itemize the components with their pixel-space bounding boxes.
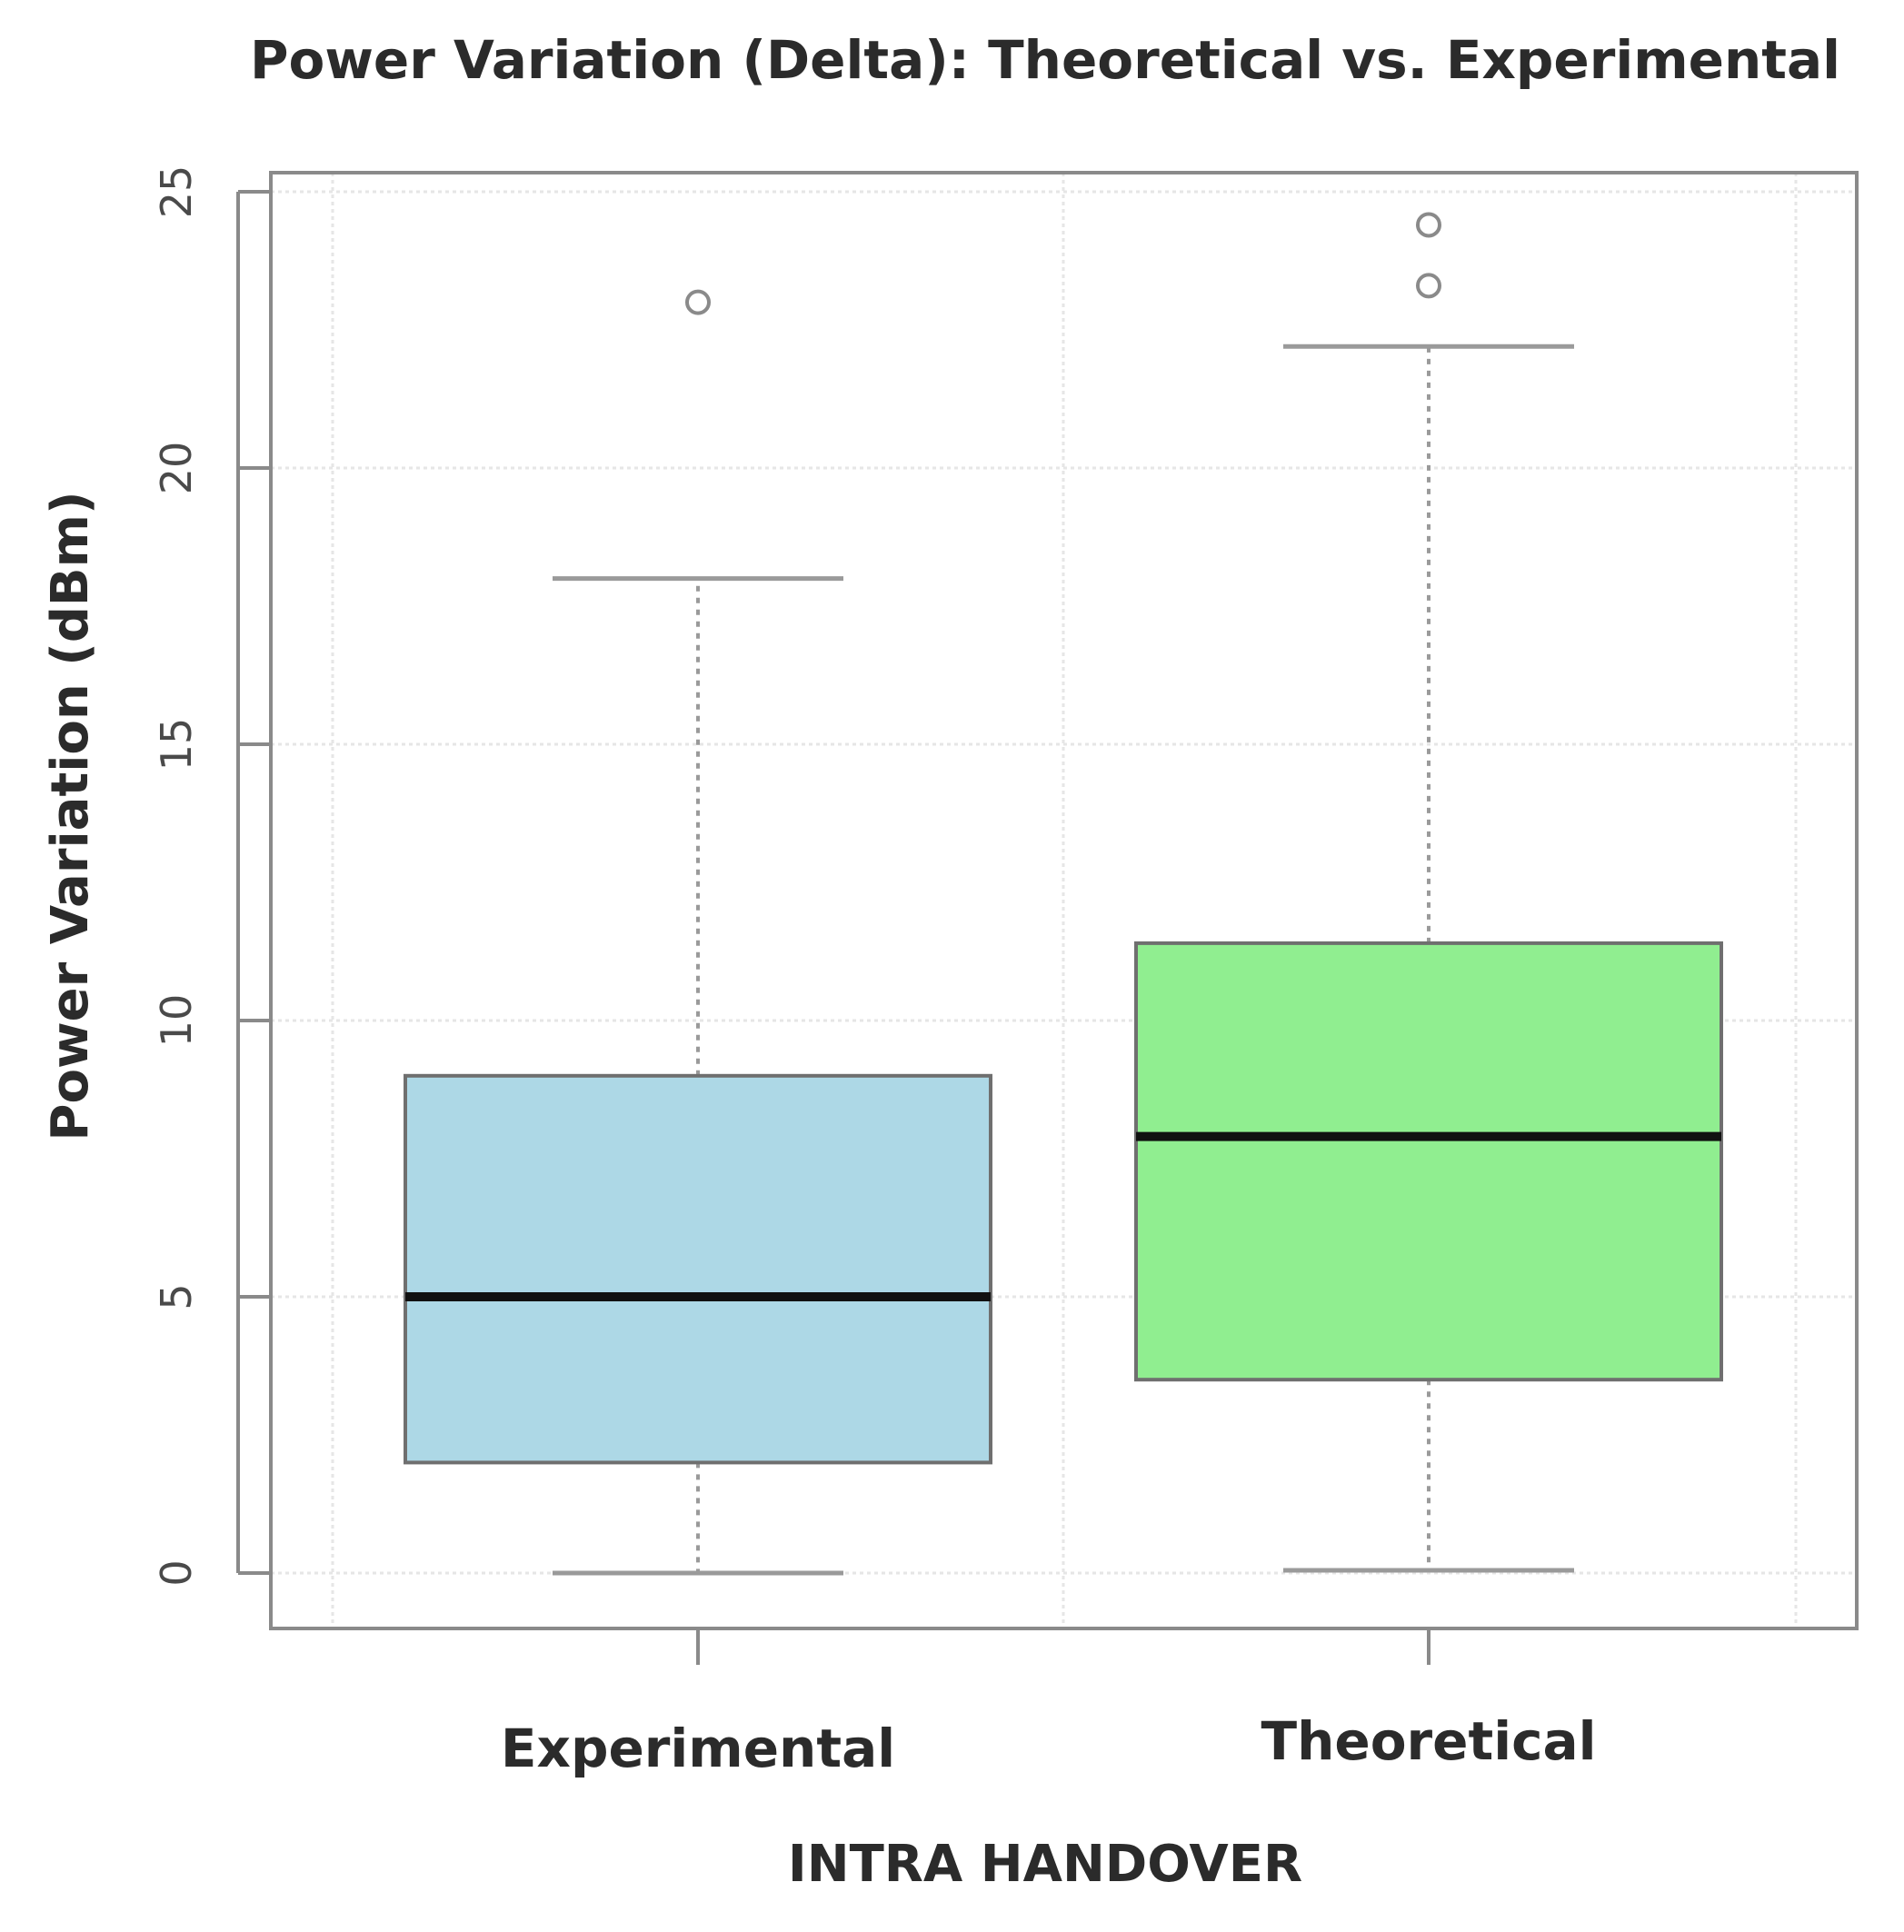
x-axis-label: INTRA HANDOVER — [788, 1835, 1302, 1894]
y-axis-label: Power Variation (dBm) — [41, 491, 100, 1140]
x-axis: Experimental Theoretical — [501, 1628, 1597, 1779]
y-tick-label: 15 — [152, 718, 201, 772]
outlier-point — [1416, 273, 1441, 299]
y-tick-label: 5 — [152, 1283, 201, 1310]
plot-frame — [269, 171, 1859, 1630]
chart-title: Power Variation (Delta): Theoretical vs.… — [250, 29, 1840, 91]
y-tick-label: 20 — [152, 442, 201, 495]
x-tick-label: Theoretical — [1261, 1710, 1597, 1772]
y-axis: 0 5 10 15 20 25 — [152, 165, 271, 1587]
outlier-point — [1416, 212, 1441, 238]
iqr-box — [1134, 941, 1723, 1382]
box-group-experimental — [404, 289, 992, 1576]
iqr-box — [404, 1073, 992, 1465]
y-tick-label: 0 — [152, 1559, 201, 1586]
y-tick-label: 10 — [152, 994, 201, 1048]
x-tick-label: Experimental — [501, 1718, 895, 1779]
box-series — [404, 212, 1723, 1576]
box-group-theoretical — [1134, 212, 1723, 1573]
outlier-point — [685, 289, 711, 315]
y-tick-label: 25 — [152, 165, 201, 219]
